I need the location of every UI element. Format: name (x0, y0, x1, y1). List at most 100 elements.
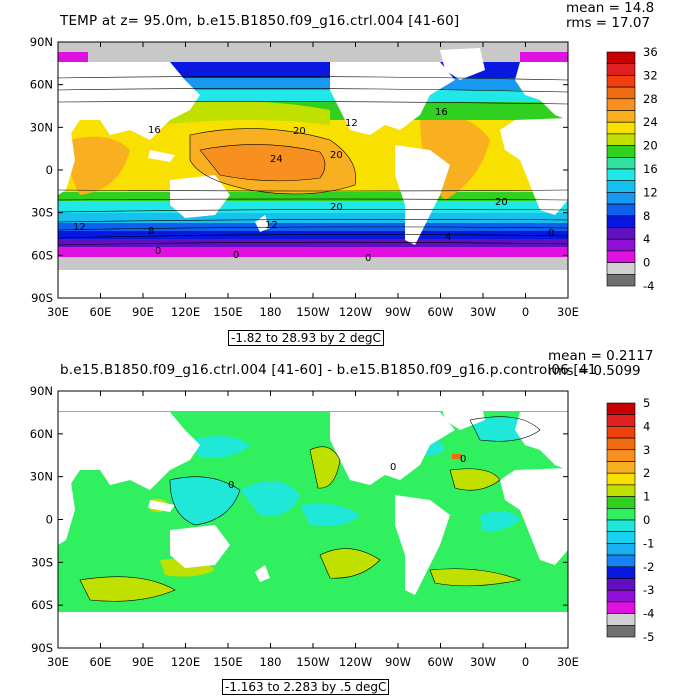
panel1-colorbar-label: 4 (643, 232, 650, 246)
panel1-lon-label: 180 (260, 305, 282, 319)
panel2-map: 0 0 0 (58, 391, 568, 648)
panel2-colorbar-swatch (606, 496, 636, 509)
panel1-colorbar-swatch (606, 75, 636, 88)
panel2-lon-label: 30W (470, 655, 496, 669)
panel2-colorbar-swatch (606, 414, 636, 427)
panel1-colorbar-swatch (606, 227, 636, 240)
panel2-colorbar-swatch (606, 507, 636, 521)
panel1-colorbar-label: 32 (643, 68, 658, 82)
svg-text:12: 12 (265, 220, 278, 231)
panel1-lon-label: 90W (385, 305, 411, 319)
svg-text:20: 20 (495, 197, 508, 208)
panel1-lat-label: 30N (30, 120, 53, 134)
panel2-lon-label: 0 (522, 655, 529, 669)
svg-text:20: 20 (330, 202, 343, 213)
panel2-colorbar: 5 4 3 2 1 0 -1 -2 -3 -4 -5 (606, 396, 654, 644)
panel1-lat-label: 30S (31, 206, 53, 220)
panel1-lon-label: 120E (171, 305, 200, 319)
panel1-colorbar-swatch (606, 98, 636, 111)
panel2-contour-labels: 0 0 0 (228, 454, 466, 491)
panel2-lat-label: 0 (46, 513, 53, 527)
panel1-colorbar-label: 36 (643, 45, 658, 59)
panel1-colorbar-swatch (606, 262, 636, 275)
panel1-contour-labels: 20 24 20 20 16 12 8 12 0 0 0 4 0 16 20 1… (73, 107, 554, 264)
panel2-range-box: -1.163 to 2.283 by .5 degC (222, 679, 390, 695)
panel1-lon-label: 150E (213, 305, 242, 319)
panel1-land (58, 48, 568, 245)
panel2-lon-label: 60W (427, 655, 453, 669)
panel1-lon-label: 30E (47, 305, 69, 319)
panel1-colorbar-swatch (606, 157, 636, 170)
panel2-lon-label: 30E (47, 655, 69, 669)
svg-text:16: 16 (435, 107, 448, 118)
panel1-colorbar-swatch (606, 215, 636, 228)
panel2-lon-label: 150E (213, 655, 242, 669)
panel2-colorbar-swatch (606, 519, 636, 532)
panel2-colorbar-swatch (606, 566, 636, 579)
panel1-lon-label: 0 (522, 305, 529, 319)
svg-text:12: 12 (73, 222, 86, 233)
svg-text:20: 20 (293, 126, 306, 137)
svg-text:12: 12 (345, 118, 358, 129)
panel2-lon-label: 60E (90, 655, 112, 669)
panel1-rms: rms = 17.07 (566, 15, 651, 31)
panel1-colorbar-swatch (606, 238, 636, 252)
panel2-lon-label: 90E (132, 655, 154, 669)
panel2-colorbar-swatch (606, 624, 636, 638)
panel2-title: b.e15.B1850.f09_g16.ctrl.004 [41-60] - b… (60, 362, 597, 378)
panel2-colorbar-swatch (606, 437, 636, 451)
panel1-colorbar-swatch (606, 273, 636, 287)
panel1-lon-label: 60E (90, 305, 112, 319)
panel1-colorbar-swatch (606, 121, 636, 135)
panel2-colorbar-swatch (606, 426, 636, 439)
panel2-colorbar-swatch (606, 613, 636, 626)
panel2-colorbar-swatch (606, 461, 636, 474)
panel1-mean: mean = 14.8 (566, 0, 655, 16)
panel2-lat-label: 90S (31, 641, 53, 655)
panel2-lat-label: 30N (30, 470, 53, 484)
panel1-colorbar-label: 24 (643, 115, 658, 129)
panel1-colorbar-label: -4 (643, 279, 654, 293)
panel1-lat-label: 90N (30, 35, 53, 49)
svg-text:0: 0 (155, 246, 161, 257)
panel2-lat-label: 90N (30, 384, 53, 398)
svg-text:0: 0 (233, 250, 239, 261)
panel1-range-box: -1.82 to 28.93 by 2 degC (228, 330, 384, 346)
panel2-colorbar-label: 5 (643, 396, 650, 410)
panel2-colorbar-label: 0 (643, 513, 650, 527)
panel1-colorbar-swatch (606, 86, 636, 100)
svg-text:16: 16 (148, 125, 161, 136)
panel2-colorbar-label: -4 (643, 607, 654, 621)
panel1-lat-label: 60N (30, 78, 53, 92)
panel2-colorbar-swatch (606, 472, 636, 486)
panel1-colorbar-swatch (606, 145, 636, 158)
panel1-colorbar-label: 16 (643, 162, 658, 176)
panel2-lon-label: 30E (557, 655, 579, 669)
panel1-colorbar-swatch (606, 192, 636, 205)
panel2-colorbar-swatch (606, 402, 636, 415)
panel1-lon-label: 120W (339, 305, 372, 319)
panel1-colorbar-swatch (606, 110, 636, 123)
panel1-lon-label: 150W (296, 305, 329, 319)
panel2-rms: rms = 0.5099 (548, 363, 641, 379)
panel2-mean: mean = 0.2117 (548, 348, 654, 364)
svg-text:0: 0 (548, 228, 554, 239)
panel2-colorbar-label: 4 (643, 419, 650, 433)
panel1-lon-label: 30W (470, 305, 496, 319)
panel1-colorbar: 36 32 28 24 20 16 12 8 4 0 -4 (606, 45, 658, 293)
panel1-lon-label: 90E (132, 305, 154, 319)
svg-text:8: 8 (148, 226, 154, 237)
panel2-lon-label: 180 (260, 655, 282, 669)
panel2-contours (79, 416, 541, 602)
svg-text:4: 4 (445, 232, 451, 243)
panel2-colorbar-label: 3 (643, 443, 650, 457)
panel2-colorbar-label: -3 (643, 583, 654, 597)
panel1-map: 20 24 20 20 16 12 8 12 0 0 0 4 0 16 20 1… (58, 42, 568, 298)
panel1-colorbar-swatch (606, 250, 636, 263)
panel2-colorbar-swatch (606, 531, 636, 544)
panel2-colorbar-label: -5 (643, 630, 654, 644)
panel1-colorbar-swatch (606, 180, 636, 193)
panel1-colorbar-swatch (606, 51, 636, 64)
